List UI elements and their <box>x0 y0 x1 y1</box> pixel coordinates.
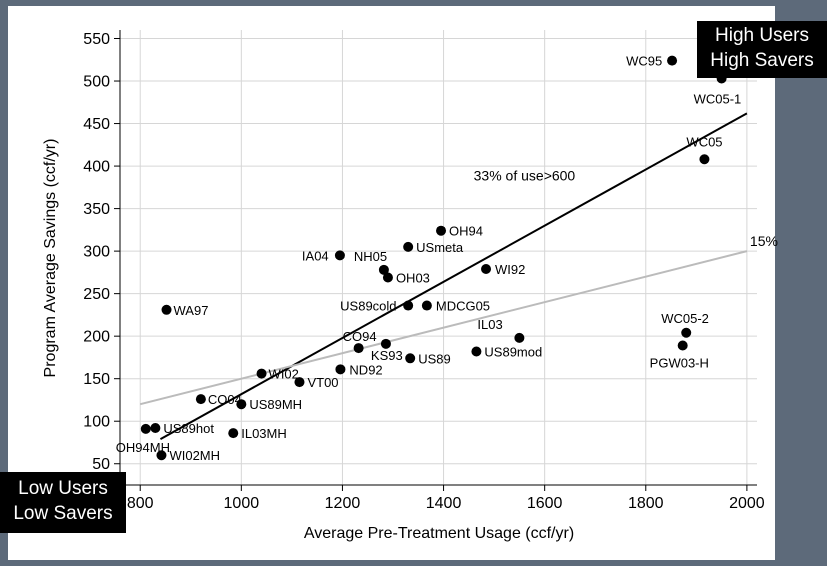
low-users-low-savers-label: Low Users Low Savers <box>0 472 126 533</box>
x-tick-label: 1800 <box>628 495 664 512</box>
reference-line <box>139 250 748 406</box>
data-point-label: OH94 <box>449 224 483 239</box>
data-point-label: IA04 <box>302 248 329 263</box>
high-users-text: High Users <box>715 25 809 46</box>
data-point <box>294 377 305 388</box>
data-point-label: WC05 <box>686 134 722 149</box>
y-tick-label: 550 <box>83 31 110 48</box>
data-point <box>471 346 482 357</box>
y-tick-label: 300 <box>83 244 110 261</box>
data-point-label: IL03 <box>477 317 502 332</box>
y-tick-label: 100 <box>83 414 110 431</box>
reference-line-label: 15% <box>750 233 778 249</box>
data-point-label: IL03MH <box>241 426 287 441</box>
data-point-label: WI02MH <box>169 448 220 463</box>
data-point-label: MDCG05 <box>436 299 490 314</box>
high-savers-text: High Savers <box>710 50 814 71</box>
axes: 800 1000 1200 1400 1600 1800 2000 50 100 150 200 25… <box>83 30 765 512</box>
data-point <box>236 399 247 410</box>
data-point-label: NH05 <box>354 249 387 264</box>
data-point-label: PGW03-H <box>650 356 709 371</box>
data-point-label: USmeta <box>416 240 464 255</box>
data-point-label: US89MH <box>249 397 302 412</box>
y-tick-label: 350 <box>83 201 110 218</box>
data-point <box>481 263 492 274</box>
y-tick-label: 250 <box>83 286 110 303</box>
y-tick-label: 450 <box>83 116 110 133</box>
data-point <box>677 340 688 351</box>
y-tick-label: 400 <box>83 159 110 176</box>
low-savers-text: Low Savers <box>13 503 113 524</box>
data-point <box>140 423 151 434</box>
data-point <box>514 332 525 343</box>
fit-line <box>159 112 748 440</box>
x-tick-label: 1200 <box>325 495 361 512</box>
high-users-high-savers-label: High Users High Savers <box>697 21 827 78</box>
data-point <box>195 394 206 405</box>
low-users-text: Low Users <box>18 478 108 499</box>
data-point-label: US89cold <box>340 299 396 314</box>
data-point <box>156 450 167 461</box>
x-tick-label: 1600 <box>527 495 563 512</box>
data-point-label: CO04 <box>208 392 242 407</box>
data-point-label: WC05-2 <box>661 311 709 326</box>
data-point <box>256 368 267 379</box>
data-point <box>334 250 345 261</box>
data-point-label: WA97 <box>174 303 209 318</box>
data-point <box>378 264 389 275</box>
y-axis-title: Program Average Savings (ccf/yr) <box>42 139 59 378</box>
data-point <box>228 428 239 439</box>
data-point-label: WI02 <box>269 367 299 382</box>
data-point-label: CO94 <box>343 329 377 344</box>
data-point-label: WC05-1 <box>694 91 742 106</box>
data-point <box>403 241 414 252</box>
y-tick-label: 200 <box>83 329 110 346</box>
data-point <box>150 423 161 434</box>
x-tick-label: 2000 <box>729 495 765 512</box>
data-point <box>699 154 710 165</box>
data-point <box>421 300 432 311</box>
data-point <box>405 353 416 364</box>
data-point-label: WI92 <box>495 262 525 277</box>
data-point-label: OH94MH <box>116 440 170 455</box>
data-point <box>335 364 346 375</box>
x-tick-label: 800 <box>127 495 154 512</box>
y-tick-label: 150 <box>83 371 110 388</box>
fit-line-label: 33% of use>600 <box>474 168 576 184</box>
data-point <box>380 338 391 349</box>
data-point <box>353 343 364 354</box>
data-point-label: US89hot <box>163 421 214 436</box>
data-point <box>667 55 678 66</box>
y-tick-label: 50 <box>92 456 110 473</box>
y-tick-label: 500 <box>83 74 110 91</box>
x-tick-label: 1400 <box>426 495 462 512</box>
data-point-label: KS93 <box>371 348 403 363</box>
x-axis-title: Average Pre-Treatment Usage (ccf/yr) <box>304 525 574 542</box>
data-point-label: VT00 <box>307 375 338 390</box>
grid-lines <box>120 30 757 485</box>
data-point <box>161 304 172 315</box>
x-tick-label: 1000 <box>224 495 260 512</box>
chart-panel <box>8 6 775 560</box>
data-point-label: US89mod <box>484 344 542 359</box>
data-point-label: ND92 <box>349 362 382 377</box>
data-point <box>382 272 393 283</box>
data-points <box>140 55 727 461</box>
trend-lines: 33% of use>600 15% <box>139 112 778 440</box>
data-point-label: US89 <box>418 351 451 366</box>
data-point <box>403 300 414 311</box>
data-point <box>681 327 692 338</box>
data-point-label: WC95 <box>626 54 662 69</box>
data-point <box>436 225 447 236</box>
data-point-label: OH03 <box>396 270 430 285</box>
